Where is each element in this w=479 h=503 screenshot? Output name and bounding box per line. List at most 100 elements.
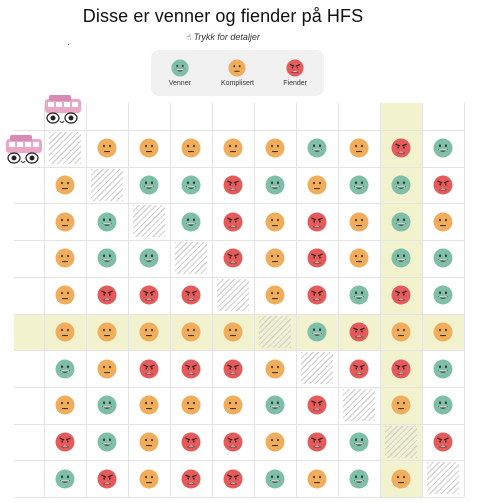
relation-cell[interactable] xyxy=(170,314,212,351)
enemy-emoji-icon xyxy=(181,469,201,489)
relation-cell[interactable] xyxy=(254,424,296,461)
relation-cell[interactable] xyxy=(128,424,170,461)
relation-cell[interactable] xyxy=(44,240,86,277)
relation-cell[interactable] xyxy=(380,387,422,424)
relation-cell[interactable] xyxy=(170,167,212,204)
relation-cell[interactable] xyxy=(86,350,128,387)
relation-cell[interactable] xyxy=(44,203,86,240)
relation-cell[interactable] xyxy=(44,424,86,461)
relation-cell[interactable] xyxy=(44,277,86,314)
relation-cell[interactable] xyxy=(296,277,338,314)
relation-cell[interactable] xyxy=(86,130,128,167)
relation-cell[interactable] xyxy=(422,350,464,387)
relation-cell[interactable] xyxy=(422,387,464,424)
enemy-emoji-icon xyxy=(391,285,411,305)
relation-cell[interactable] xyxy=(44,387,86,424)
relation-cell[interactable] xyxy=(338,203,380,240)
relation-cell[interactable] xyxy=(380,277,422,314)
relation-cell[interactable] xyxy=(212,203,254,240)
legend-label: Komplisert xyxy=(220,80,255,87)
relation-cell[interactable] xyxy=(254,277,296,314)
relation-cell[interactable] xyxy=(422,424,464,461)
relation-cell[interactable] xyxy=(170,203,212,240)
relation-cell[interactable] xyxy=(212,387,254,424)
relation-cell[interactable] xyxy=(380,460,422,497)
row-header-logo[interactable] xyxy=(0,133,48,169)
relation-cell[interactable] xyxy=(86,240,128,277)
relation-cell[interactable] xyxy=(128,387,170,424)
relation-cell[interactable] xyxy=(212,167,254,204)
relation-cell[interactable] xyxy=(212,424,254,461)
relation-cell[interactable] xyxy=(296,314,338,351)
relation-cell[interactable] xyxy=(86,203,128,240)
relation-cell[interactable] xyxy=(380,130,422,167)
relation-cell[interactable] xyxy=(128,314,170,351)
relation-cell[interactable] xyxy=(44,350,86,387)
relation-cell[interactable] xyxy=(128,130,170,167)
neutral-emoji-icon xyxy=(181,322,201,342)
relation-cell[interactable] xyxy=(380,203,422,240)
relation-cell[interactable] xyxy=(380,314,422,351)
relation-cell[interactable] xyxy=(338,460,380,497)
relation-cell[interactable] xyxy=(86,314,128,351)
relation-cell[interactable] xyxy=(170,130,212,167)
neutral-emoji-icon xyxy=(265,212,285,232)
relation-cell[interactable] xyxy=(212,314,254,351)
enemy-emoji-icon xyxy=(391,359,411,379)
relation-cell[interactable] xyxy=(422,240,464,277)
relation-cell[interactable] xyxy=(212,240,254,277)
relation-cell[interactable] xyxy=(422,314,464,351)
relation-cell[interactable] xyxy=(296,130,338,167)
relation-cell[interactable] xyxy=(254,350,296,387)
relation-cell[interactable] xyxy=(296,424,338,461)
relation-cell[interactable] xyxy=(254,387,296,424)
relation-cell[interactable] xyxy=(338,130,380,167)
relation-cell[interactable] xyxy=(380,167,422,204)
relation-cell[interactable] xyxy=(86,277,128,314)
relation-cell[interactable] xyxy=(296,460,338,497)
relation-cell[interactable] xyxy=(296,167,338,204)
relation-cell[interactable] xyxy=(296,203,338,240)
relation-cell[interactable] xyxy=(128,277,170,314)
relation-cell[interactable] xyxy=(170,277,212,314)
relation-cell[interactable] xyxy=(86,460,128,497)
relation-cell[interactable] xyxy=(44,167,86,204)
relation-cell[interactable] xyxy=(422,130,464,167)
relation-cell[interactable] xyxy=(338,240,380,277)
relation-cell[interactable] xyxy=(86,424,128,461)
relation-cell[interactable] xyxy=(296,240,338,277)
relation-cell[interactable] xyxy=(170,387,212,424)
relation-cell[interactable] xyxy=(44,314,86,351)
relation-cell[interactable] xyxy=(170,424,212,461)
relation-cell[interactable] xyxy=(44,460,86,497)
column-header-logo[interactable] xyxy=(41,93,85,129)
relation-cell[interactable] xyxy=(338,424,380,461)
relation-cell[interactable] xyxy=(86,387,128,424)
relation-cell[interactable] xyxy=(212,130,254,167)
relation-cell[interactable] xyxy=(380,240,422,277)
relation-cell[interactable] xyxy=(170,460,212,497)
relation-cell[interactable] xyxy=(254,460,296,497)
relation-cell[interactable] xyxy=(128,460,170,497)
relation-cell[interactable] xyxy=(128,350,170,387)
grid-line xyxy=(464,103,465,497)
relation-cell[interactable] xyxy=(128,167,170,204)
relation-cell[interactable] xyxy=(212,460,254,497)
relation-cell[interactable] xyxy=(422,277,464,314)
relation-cell[interactable] xyxy=(338,277,380,314)
relation-cell[interactable] xyxy=(254,203,296,240)
relation-cell[interactable] xyxy=(170,350,212,387)
relation-cell[interactable] xyxy=(338,167,380,204)
relation-cell[interactable] xyxy=(128,240,170,277)
relation-cell[interactable] xyxy=(254,240,296,277)
relation-cell[interactable] xyxy=(254,167,296,204)
relation-cell[interactable] xyxy=(422,203,464,240)
relation-cell[interactable] xyxy=(380,350,422,387)
relation-cell[interactable] xyxy=(296,387,338,424)
relation-cell[interactable] xyxy=(338,314,380,351)
relation-cell[interactable] xyxy=(254,130,296,167)
relation-cell[interactable] xyxy=(422,167,464,204)
relation-cell[interactable] xyxy=(338,350,380,387)
relation-cell[interactable] xyxy=(212,350,254,387)
